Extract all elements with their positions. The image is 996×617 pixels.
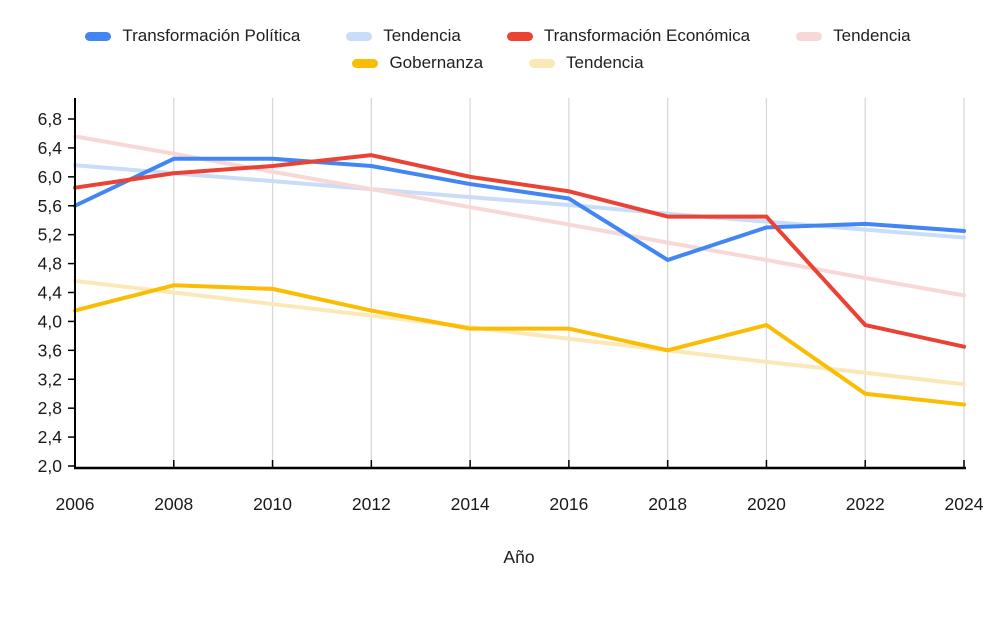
legend-label: Transformación Económica	[543, 26, 751, 45]
legend-swatch-politica	[85, 31, 112, 41]
chart-legend: Transformación Política Tendencia Transf…	[0, 0, 996, 73]
legend-item-tendencia-economica: Tendencia	[796, 26, 911, 46]
series-group	[73, 134, 966, 407]
tick-labels-group: 2,0 2,4 2,8 3,2 3,6 4,0 4,4 4,8 5,2 5,6 6,0 6,4 6,8 2…	[38, 109, 984, 514]
x-tick-label: 2018	[648, 494, 687, 514]
x-tick-label: 2006	[56, 494, 95, 514]
y-tick-label: 4,8	[38, 254, 62, 274]
x-tick-label: 2024	[945, 494, 984, 514]
x-tick-label: 2022	[846, 494, 885, 514]
x-axis-title: Año	[503, 547, 534, 567]
y-tick-label: 2,8	[38, 398, 62, 418]
legend-row-1: Transformación Política Tendencia Transf…	[85, 26, 911, 46]
legend-label: Tendencia	[383, 26, 461, 45]
legend-row-2: Gobernanza Tendencia	[352, 53, 644, 73]
legend-swatch-economica	[506, 31, 533, 41]
x-tick-label: 2020	[747, 494, 786, 514]
y-tick-label: 3,2	[38, 369, 62, 389]
y-tick-label: 6,4	[38, 138, 63, 158]
y-tick-label: 6,0	[38, 167, 63, 187]
legend-swatch-tendencia-politica	[346, 31, 373, 41]
y-tick-label: 2,4	[38, 427, 63, 447]
y-tick-label: 5,6	[38, 196, 62, 216]
chart-svg: 2,0 2,4 2,8 3,2 3,6 4,0 4,4 4,8 5,2 5,6 6,0 6,4 6,8 2…	[38, 98, 984, 567]
x-tick-label: 2012	[352, 494, 391, 514]
legend-item-transformacion-economica: Transformación Económica	[506, 26, 751, 46]
x-tick-label: 2014	[451, 494, 490, 514]
legend-label: Transformación Política	[122, 26, 301, 45]
y-tick-label: 3,6	[38, 340, 62, 360]
axes-group	[68, 98, 966, 470]
legend-swatch-tendencia-gobernanza	[529, 58, 556, 68]
y-tick-label: 4,0	[38, 311, 63, 331]
y-tick-label: 6,8	[38, 109, 62, 129]
y-tick-label: 2,0	[38, 456, 63, 476]
legend-label: Tendencia	[833, 26, 911, 45]
legend-item-gobernanza: Gobernanza	[352, 53, 483, 73]
legend-swatch-tendencia-economica	[796, 31, 823, 41]
gridlines-group	[173, 98, 965, 467]
legend-item-transformacion-politica: Transformación Política	[85, 26, 300, 46]
legend-label: Gobernanza	[389, 53, 484, 72]
y-tick-label: 4,4	[38, 283, 63, 303]
x-tick-label: 2010	[253, 494, 292, 514]
x-tick-label: 2008	[154, 494, 193, 514]
x-tick-label: 2016	[549, 494, 588, 514]
legend-item-tendencia-gobernanza: Tendencia	[529, 53, 644, 73]
legend-item-tendencia-politica: Tendencia	[346, 26, 461, 46]
legend-label: Tendencia	[566, 53, 644, 72]
y-tick-label: 5,2	[38, 225, 62, 245]
legend-swatch-gobernanza	[352, 58, 379, 68]
